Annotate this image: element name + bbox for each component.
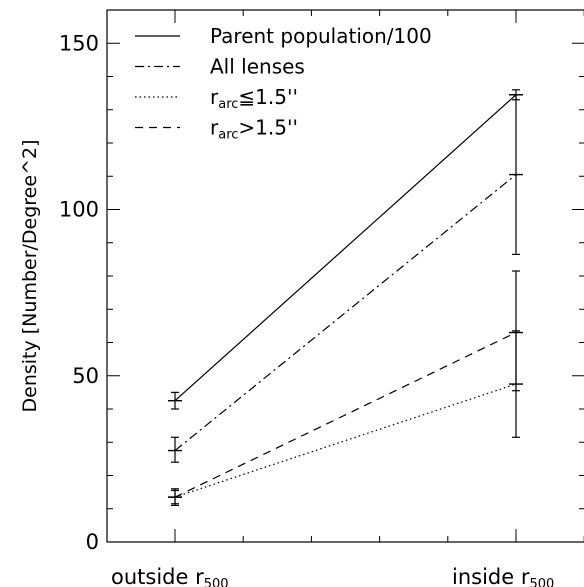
x-tick-labels: outside r500 inside r500 (111, 565, 554, 587)
series-3 (168, 270, 523, 505)
x-tick-label: inside r500 (452, 565, 554, 587)
axis-ticks (107, 9, 584, 543)
series-1 (168, 94, 523, 463)
series-2 (168, 330, 523, 507)
series-line (174, 383, 517, 498)
y-axis-label: Density [Number/Degree^2] (19, 140, 41, 413)
legend-label: rarc>1.5'' (210, 116, 298, 143)
series-0 (168, 89, 523, 410)
legend-entry: rarc>1.5'' (135, 116, 298, 143)
y-tick-label: 150 (59, 31, 99, 55)
series-line (174, 174, 517, 452)
legend-label: rarc≦1.5'' (210, 85, 298, 112)
y-tick-label: 0 (86, 530, 99, 554)
legend-entry: Parent population/100 (135, 24, 432, 48)
series-line (174, 94, 517, 402)
series-layer (168, 89, 523, 507)
y-tick-labels: 0 50 100 150 (59, 31, 99, 554)
x-tick-label: outside r500 (111, 565, 229, 587)
legend-label: Parent population/100 (210, 24, 432, 48)
y-tick-label: 50 (72, 364, 99, 388)
legend: Parent population/100 All lenses rarc≦1.5'… (135, 24, 432, 143)
legend-entry: All lenses (135, 55, 305, 79)
series-line (174, 331, 517, 498)
legend-entry: rarc≦1.5'' (135, 85, 298, 112)
y-tick-label: 100 (59, 198, 99, 222)
legend-label: All lenses (210, 55, 305, 79)
